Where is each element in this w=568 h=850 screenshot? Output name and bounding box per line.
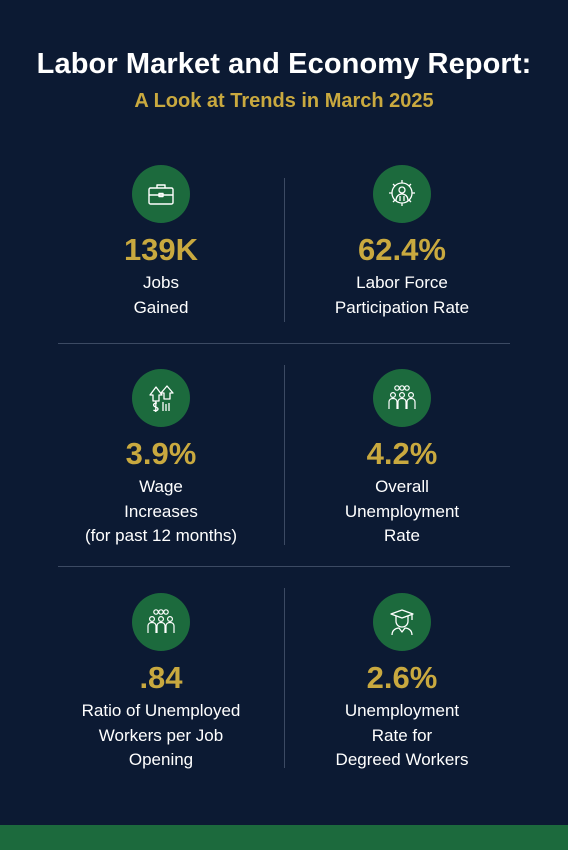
stat-label-line: Wage [139,477,183,496]
footer-bar [0,825,568,850]
stat-value: 62.4% [358,232,446,267]
stat-label: Jobs Gained [41,271,281,320]
stat-label: Overall Unemployment Rate [282,475,522,549]
money-arrow-icon [132,369,190,427]
row-divider-2 [58,566,510,567]
stat-unemployed-per-opening: .84 Ratio of Unemployed Workers per Job … [41,593,281,773]
stat-label: Unemployment Rate for Degreed Workers [282,699,522,773]
stat-label-line: Jobs [143,273,179,292]
stat-label-line: Increases [124,501,198,521]
stat-value: 139K [123,232,199,267]
briefcase-icon [132,165,190,223]
stat-label-line: Workers per Job [98,725,224,745]
stat-label: Labor Force Participation Rate [282,271,522,320]
stat-label: Wage Increases (for past 12 months) [41,475,281,549]
stat-overall-unemployment: 4.2% Overall Unemployment Rate [282,369,522,549]
stat-label-line: Participation Rate [334,297,470,317]
stat-value: 2.6% [366,660,438,695]
stat-label: Ratio of Unemployed Workers per Job Open… [41,699,281,773]
stat-value: .84 [139,660,183,695]
stat-label-line: Rate for [371,725,433,745]
page-subtitle: A Look at Trends in March 2025 [134,90,434,112]
page-title: Labor Market and Economy Report: [36,48,532,80]
column-divider-3 [284,588,285,768]
stat-label-line: (for past 12 months) [84,526,238,545]
stat-jobs-gained: 139K Jobs Gained [41,165,281,320]
stat-label-line: Overall [375,477,429,496]
row-divider-1 [58,343,510,344]
stat-label-line: Opening [128,750,194,769]
stat-label-line: Ratio of Unemployed [81,701,241,720]
stat-value: 4.2% [366,436,438,471]
stat-label-line: Unemployment [344,701,460,720]
stat-labor-force-participation: 62.4% Labor Force Participation Rate [282,165,522,320]
stat-label-line: Gained [133,297,189,317]
stat-label-line: Degreed Workers [335,750,469,769]
stat-label-line: Rate [384,526,420,545]
graduate-icon [373,593,431,651]
stat-value: 3.9% [125,436,197,471]
stat-wage-increases: 3.9% Wage Increases (for past 12 months) [41,369,281,549]
group-people-icon [132,593,190,651]
column-divider-1 [284,178,285,322]
group-people-icon [373,369,431,427]
column-divider-2 [284,365,285,545]
stat-degreed-unemployment: 2.6% Unemployment Rate for Degreed Worke… [282,593,522,773]
gear-person-icon [373,165,431,223]
stat-label-line: Labor Force [356,273,448,292]
stat-label-line: Unemployment [344,501,460,521]
